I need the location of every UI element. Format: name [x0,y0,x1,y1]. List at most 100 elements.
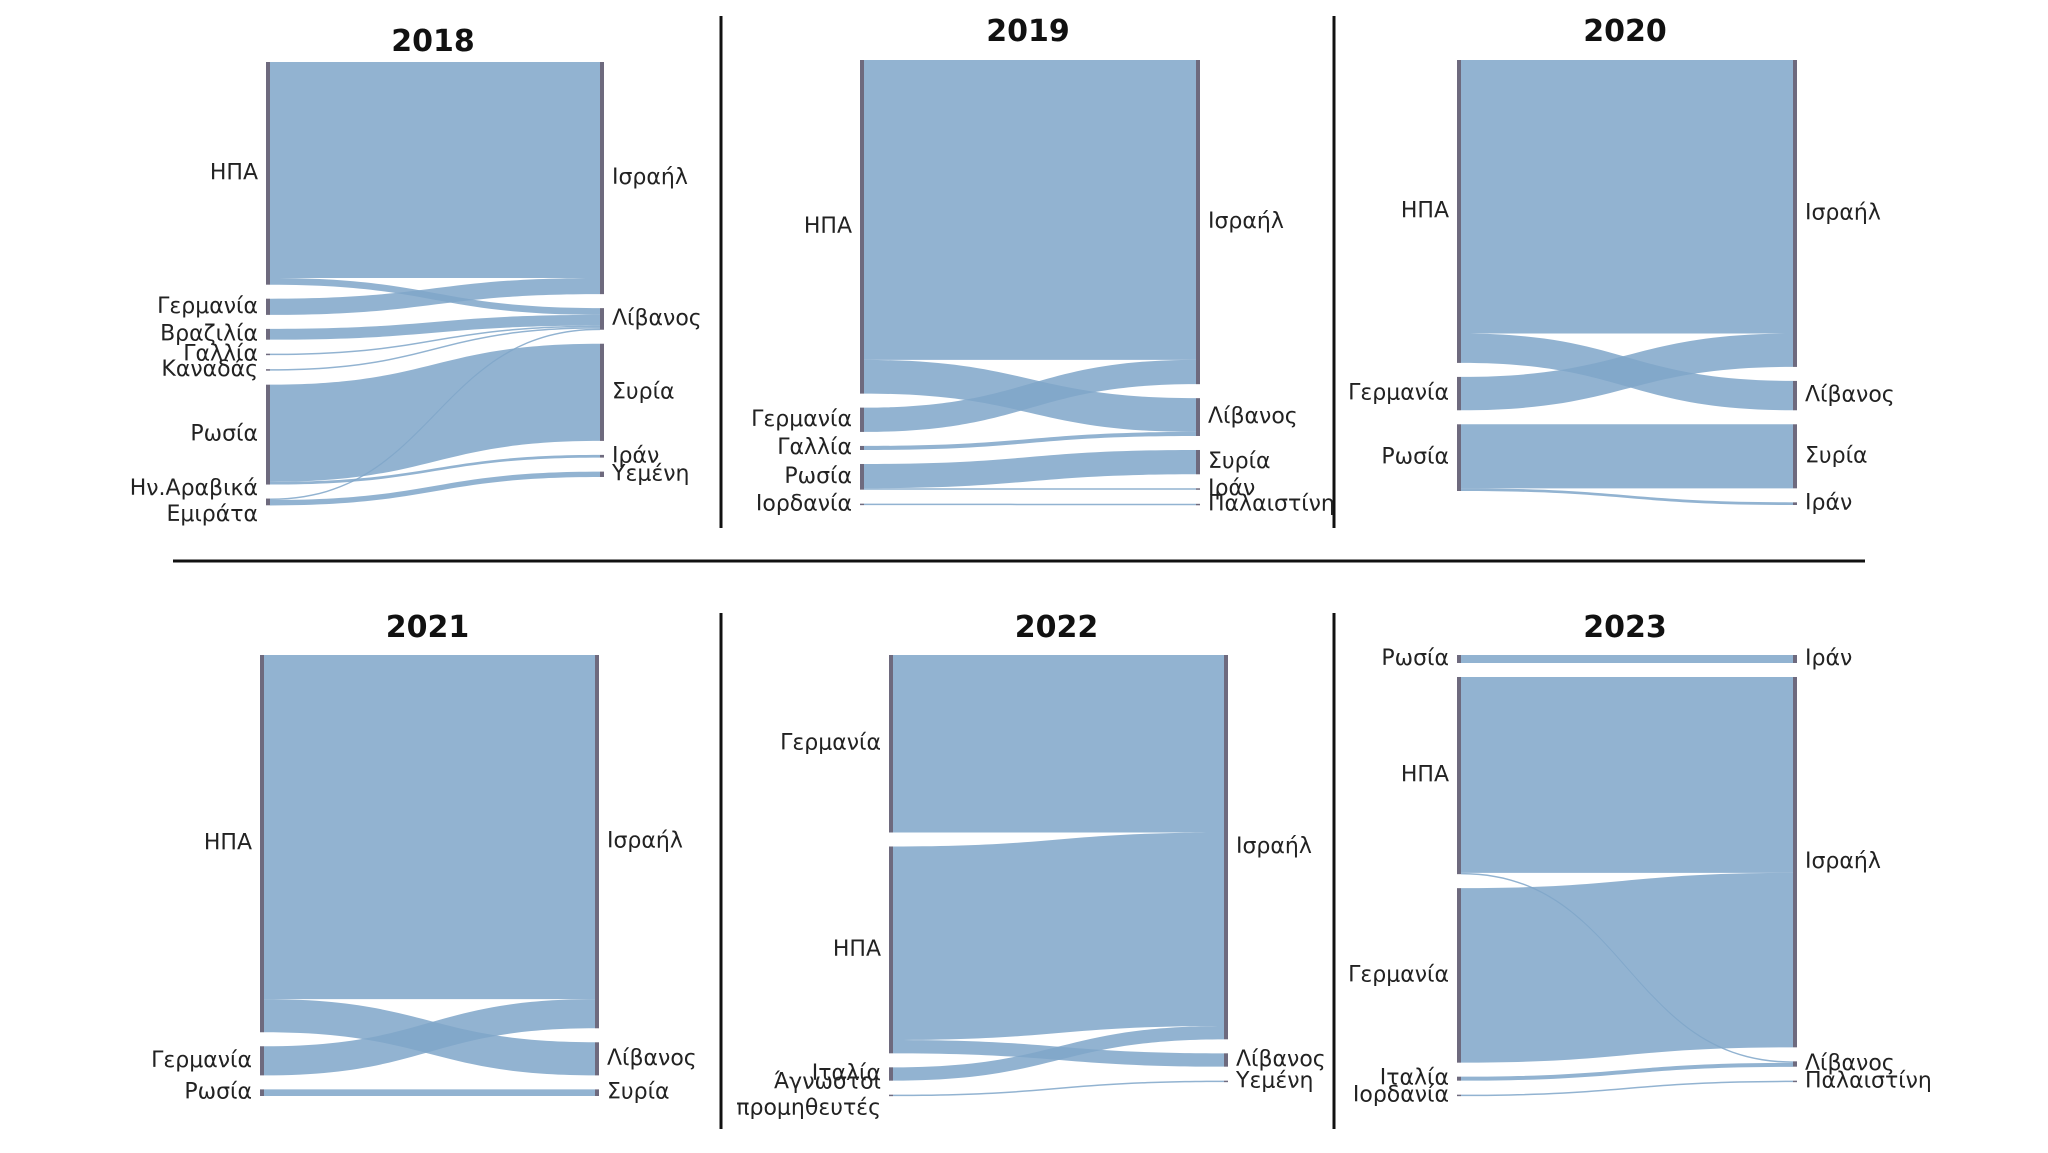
node-label: Συρία [612,379,675,404]
node-label: Συρία [1208,449,1271,474]
flow [893,655,1224,833]
source-node [1457,1094,1461,1097]
node-label: Ισραήλ [1236,834,1312,859]
node-label: Ιράν [1208,476,1255,501]
flow [1461,333,1793,411]
node-label: Ρωσία [184,1080,252,1105]
target-node [595,1089,599,1096]
node-label: Συρία [607,1080,670,1105]
source-node [1457,60,1461,363]
panel-title: 2022 [1015,610,1099,645]
target-node [1196,503,1200,506]
target-node [1793,1080,1797,1083]
node-label: Υεμένη [611,461,689,486]
node-label: Ισραήλ [1805,849,1881,874]
flow [893,832,1224,1040]
node-label: Ρωσία [1381,445,1449,470]
source-node [266,298,270,315]
flow [264,655,595,1000]
source-node [860,407,864,432]
flow [270,62,600,278]
target-node [1793,1061,1797,1067]
target-node [1196,398,1200,436]
target-node [600,343,604,441]
flow [1461,488,1793,505]
flow [864,449,1196,489]
target-node [1224,1080,1228,1083]
node-label: Ισραήλ [1208,209,1284,234]
node-label: Λίβανος [607,1046,697,1071]
flow [270,343,600,482]
target-node [1224,655,1228,1040]
source-node [860,463,864,490]
flow [893,1025,1224,1081]
target-node [1793,380,1797,411]
node-label: Ιράν [1805,646,1852,671]
flow [864,60,1196,360]
source-node [889,846,893,1054]
flow [1461,424,1793,489]
target-node [595,655,599,1029]
node-label: Γερμανία [157,294,258,319]
panel-title: 2019 [986,14,1070,49]
node-label: Παλαιστίνη [1208,492,1335,517]
flow [270,454,600,485]
node-label: Παλαιστίνη [1805,1068,1932,1093]
node-label: ΗΠΑ [210,160,258,185]
panel-title: 2020 [1583,14,1667,49]
node-label: Γερμανία [751,407,852,432]
target-node [1793,676,1797,1048]
node-label: Γαλλία [183,341,258,366]
target-node [1224,1053,1228,1067]
target-node [600,62,604,295]
node-label: Ιορδανία [1353,1082,1449,1107]
node-label: Καναδάς [161,357,258,382]
target-node [600,308,604,330]
node-label: Ισραήλ [607,829,683,854]
flow [270,325,600,356]
node-label: Ιράν [1805,491,1852,516]
flow [1461,60,1793,334]
source-node [1457,376,1461,411]
node-label: Γερμανία [780,731,881,756]
flow [1461,872,1793,1063]
source-node [266,353,270,356]
node-label: Γερμανία [151,1048,252,1073]
source-node [1457,424,1461,491]
source-node [860,503,864,506]
node-label: Βραζιλία [160,321,258,346]
node-label: ΗΠΑ [204,831,252,856]
panel-title: 2021 [386,610,470,645]
target-node [1793,424,1797,489]
source-node [1457,655,1461,663]
flow [864,359,1196,432]
node-label: Ισραήλ [1805,200,1881,225]
node-label: ΗΠΑ [804,214,852,239]
flow [270,471,600,506]
node-label: Συρία [1805,443,1868,468]
source-node [860,445,864,450]
flow [864,431,1196,450]
node-label: Ιορδανία [756,491,852,516]
source-node [889,1094,893,1097]
source-node [1457,888,1461,1063]
flow [1461,1080,1793,1097]
source-node [266,384,270,485]
panel-title: 2018 [391,24,475,59]
node-label: Ην.Αραβικά Εμιράτα [130,476,258,527]
target-node [1793,655,1797,663]
source-node [260,1089,264,1096]
source-node [1457,1076,1461,1081]
flow [264,999,595,1076]
flow [864,488,1196,490]
node-label: Ισραήλ [612,165,688,190]
node-label: Ρωσία [1381,646,1449,671]
node-label: Άγνωστοι προμηθευτές [736,1069,881,1120]
node-label: Γερμανία [1348,962,1449,987]
node-label: Ιταλία [812,1061,881,1086]
flow [1461,676,1793,873]
flow [1461,655,1793,663]
flow [264,1089,595,1096]
source-node [266,369,270,371]
source-node [266,498,270,506]
